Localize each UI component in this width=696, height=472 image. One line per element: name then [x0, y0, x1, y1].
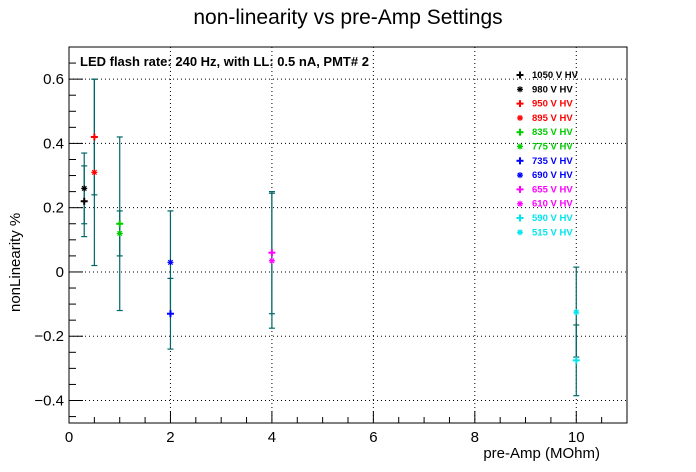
- data-point: [116, 220, 124, 228]
- legend-label: 590 V HV: [532, 213, 573, 224]
- legend-marker: [516, 100, 524, 108]
- x-tick-label: 8: [471, 429, 479, 446]
- x-axis-label: pre-Amp (MOhm): [483, 445, 600, 462]
- legend-label: 690 V HV: [532, 170, 573, 181]
- grid: [69, 47, 627, 423]
- x-tick-label: 10: [568, 429, 585, 446]
- data-point: [167, 259, 174, 266]
- x-tick-label: 0: [65, 429, 73, 446]
- legend-marker: [517, 200, 523, 207]
- legend-marker: [517, 172, 523, 179]
- y-tick-label: 0.2: [43, 200, 64, 217]
- data-point: [268, 249, 276, 257]
- legend-label: 775 V HV: [532, 142, 573, 153]
- legend-label: 950 V HV: [532, 99, 573, 110]
- data-point: [166, 310, 174, 318]
- data-point: [91, 169, 98, 176]
- y-tick-label: 0.6: [43, 71, 64, 88]
- data-point: [573, 309, 580, 316]
- legend-label: 895 V HV: [532, 113, 573, 124]
- legend: 1050 V HV 980 V HV 950 V HV 895 V HV 835 V H…: [516, 70, 579, 238]
- legend-marker: [516, 214, 524, 222]
- data-point: [268, 257, 275, 264]
- x-tick-label: 6: [369, 429, 377, 446]
- legend-label: 515 V HV: [532, 227, 573, 238]
- y-tick-label: −0.2: [34, 328, 64, 345]
- chart-title: non-linearity vs pre-Amp Settings: [193, 6, 502, 29]
- legend-marker: [517, 86, 523, 93]
- legend-marker: [517, 143, 523, 150]
- axis-ticks: 0 2 4 6 8 10 −0.4 −0.2 0 0.2 0.4 0.6: [34, 46, 628, 446]
- legend-label: 835 V HV: [532, 127, 573, 138]
- legend-marker: [517, 114, 523, 121]
- legend-label: 1050 V HV: [532, 70, 579, 81]
- y-tick-label: 0: [56, 264, 64, 281]
- data-markers: [80, 133, 580, 364]
- x-tick-label: 2: [166, 429, 174, 446]
- y-axis-label: nonLinearity %: [7, 213, 24, 312]
- x-tick-label: 4: [268, 429, 276, 446]
- legend-label: 610 V HV: [532, 199, 573, 210]
- chart-annotation: LED flash rate: 240 Hz, with LL: 0.5 nA,…: [80, 54, 369, 69]
- legend-marker: [516, 128, 524, 136]
- data-point: [116, 230, 123, 237]
- data-point: [80, 197, 88, 205]
- legend-marker: [516, 157, 524, 165]
- legend-label: 980 V HV: [532, 84, 573, 95]
- legend-marker: [516, 185, 524, 193]
- y-tick-label: −0.4: [34, 393, 64, 410]
- data-point: [90, 133, 98, 141]
- data-point: [81, 185, 88, 192]
- error-bars: [81, 78, 580, 397]
- legend-label: 655 V HV: [532, 184, 573, 195]
- data-point: [572, 356, 580, 364]
- legend-marker: [516, 71, 524, 79]
- y-tick-label: 0.4: [43, 135, 64, 152]
- legend-marker: [517, 229, 523, 236]
- legend-label: 735 V HV: [532, 156, 573, 167]
